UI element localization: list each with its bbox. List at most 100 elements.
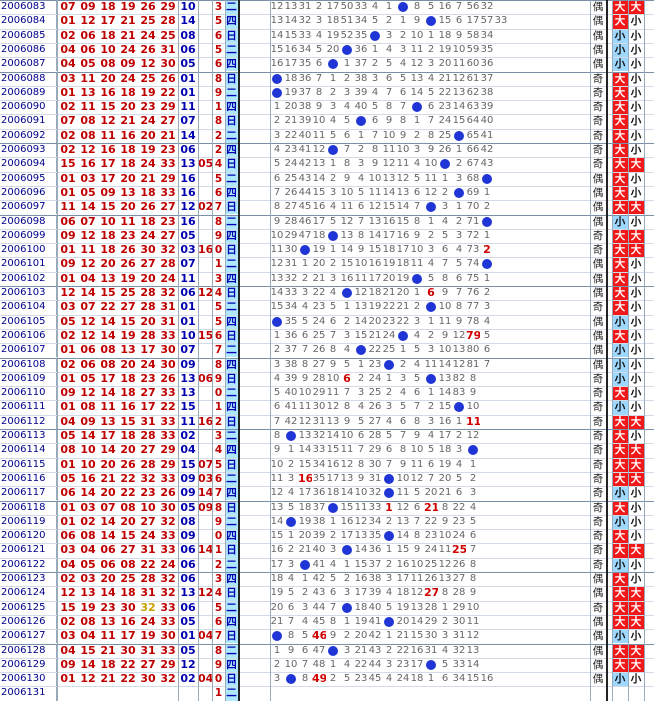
miss-count: 20 <box>368 315 382 327</box>
blue-ball: 15 <box>180 457 196 471</box>
miss-count: 1 <box>273 101 281 113</box>
issue-number: 2006105 <box>0 314 57 329</box>
miss-count: 1 <box>287 444 295 456</box>
miss-count: 7 <box>469 544 477 556</box>
miss-count: 5 <box>329 129 337 141</box>
red-ball: 31 <box>160 300 176 314</box>
red-ball: 03 <box>80 500 96 514</box>
issue-number: 2006116 <box>0 471 57 487</box>
red-ball: 03 <box>60 300 76 314</box>
odd-even-cell: 大 <box>612 100 628 115</box>
miss-count: 11 <box>340 444 354 456</box>
miss-count: 18 <box>354 601 368 613</box>
miss-count: 6 <box>287 601 295 613</box>
miss-count: 46 <box>298 215 312 227</box>
issue-number: 2006085 <box>0 28 57 43</box>
issue-number: 2006107 <box>0 343 57 358</box>
red-ball: 19 <box>140 85 156 99</box>
column-divider <box>270 0 271 701</box>
miss-count: 36 <box>312 487 326 499</box>
miss-count: 5 <box>371 15 379 27</box>
miss-count: 36 <box>480 58 494 70</box>
row-divider <box>0 271 654 273</box>
miss-count: 74 <box>466 258 480 270</box>
miss-count: 10 <box>424 158 438 170</box>
miss-count: 15 <box>368 244 382 256</box>
red-ball: 19 <box>120 0 136 13</box>
miss-count: 9 <box>413 544 421 556</box>
miss-count: 2 <box>301 587 309 599</box>
weekday: 二 <box>225 0 238 15</box>
miss-count: 8 <box>329 615 337 627</box>
parity-cell: 奇 <box>592 472 604 485</box>
miss-count: 9 <box>329 358 337 370</box>
miss-count: 27 <box>452 573 466 584</box>
miss-count: 6 <box>371 115 379 127</box>
miss-count: 4 <box>385 587 393 599</box>
odd-even-cell: 大 <box>612 529 628 544</box>
red-ball: 12 <box>100 114 116 128</box>
odd-even-cell: 大 <box>612 657 628 673</box>
miss-count: 76 <box>466 287 480 298</box>
red-ball: 26 <box>140 42 156 56</box>
miss-count: 4 <box>371 86 379 98</box>
miss-count: 26 <box>312 344 326 356</box>
red-ball: 06 <box>80 42 96 56</box>
red-ball: 14 <box>100 328 116 342</box>
miss-count: 16 <box>312 201 326 213</box>
miss-count: 4 <box>287 573 295 584</box>
red-ball: 03 <box>80 171 96 185</box>
miss-count: 3 <box>455 229 463 241</box>
hit-dot <box>398 330 408 341</box>
miss-count: 18 <box>284 72 298 84</box>
miss-count: 14 <box>382 186 396 198</box>
row-divider <box>0 300 654 302</box>
miss-count: 21 <box>424 500 438 514</box>
red-ball: 04 <box>80 271 96 285</box>
row-divider <box>0 457 654 459</box>
parity-cell: 奇 <box>592 244 604 257</box>
issue-number: 2006110 <box>0 386 57 401</box>
miss-count: 2 <box>343 630 351 642</box>
miss-count: 6 <box>441 673 449 685</box>
parity-cell: 奇 <box>592 458 604 471</box>
miss-count: 12 <box>466 630 480 642</box>
extra-number <box>198 143 212 157</box>
tail-digit: 4 <box>214 587 223 600</box>
red-ball: 33 <box>160 429 176 442</box>
miss-count: 22 <box>284 129 298 141</box>
miss-count: 9 <box>413 229 421 241</box>
miss-count: 60 <box>466 58 480 70</box>
big-small-cell: 小 <box>628 128 644 143</box>
miss-count: 8 <box>399 115 407 127</box>
miss-count: 14 <box>354 315 368 327</box>
odd-even-cell: 大 <box>612 600 628 615</box>
red-ball: 27 <box>140 443 156 457</box>
issue-number: 2006102 <box>0 271 57 286</box>
red-ball: 14 <box>100 314 116 328</box>
red-ball: 01 <box>60 85 76 99</box>
miss-count: 9 <box>343 172 351 184</box>
miss-count: 67 <box>466 158 480 170</box>
red-ball: 09 <box>60 257 76 271</box>
issue-number: 2006083 <box>0 0 57 15</box>
miss-count: 23 <box>382 315 396 327</box>
red-ball: 09 <box>100 185 116 199</box>
miss-count: 17 <box>270 558 284 570</box>
red-ball: 31 <box>140 543 156 557</box>
extra-number <box>198 358 212 372</box>
miss-count: 9 <box>357 472 365 484</box>
red-ball: 19 <box>80 600 96 614</box>
miss-count: 7 <box>413 515 421 527</box>
miss-count: 30 <box>284 244 298 256</box>
red-ball: 33 <box>160 543 176 557</box>
tail-digit: 2 <box>214 415 223 428</box>
red-ball: 24 <box>120 71 136 85</box>
red-ball: 21 <box>120 14 136 28</box>
miss-count: 45 <box>298 201 312 213</box>
miss-count: 72 <box>466 229 480 241</box>
column-divider <box>606 0 608 701</box>
miss-count: 3 <box>315 15 323 27</box>
miss-count: 7 <box>301 344 309 356</box>
miss-count: 9 <box>301 372 309 384</box>
